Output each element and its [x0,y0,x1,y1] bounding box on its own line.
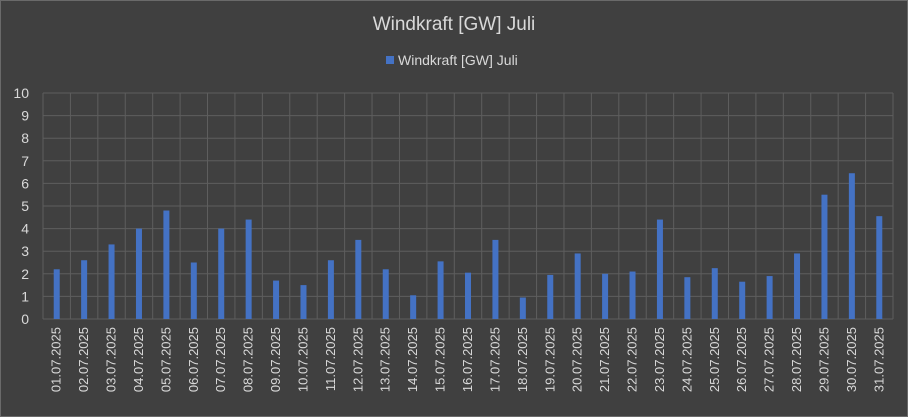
x-tick-label: 12.07.2025 [350,327,365,392]
y-tick-label: 7 [21,153,29,169]
bar-29.07.2025 [821,194,828,319]
legend-swatch [386,56,394,64]
bar-06.07.2025 [190,262,197,319]
x-axis-ticks: 01.07.2025 02.07.2025 03.07.2025 04.07.2025… [49,327,887,392]
legend-label: Windkraft [GW] Juli [398,52,518,68]
bar-08.07.2025 [245,219,252,319]
bar-26.07.2025 [739,281,746,319]
y-tick-label: 1 [21,288,29,304]
x-tick-label: 08.07.2025 [241,327,256,392]
x-tick-label: 25.07.2025 [707,327,722,392]
x-tick-label: 31.07.2025 [871,327,886,392]
x-tick-label: 20.07.2025 [570,327,585,392]
legend: Windkraft [GW] Juli [386,52,518,68]
bar-15.07.2025 [437,261,444,319]
x-tick-label: 10.07.2025 [295,327,310,392]
bar-25.07.2025 [711,268,718,319]
bar-16.07.2025 [465,272,471,319]
x-tick-label: 22.07.2025 [625,327,640,392]
x-tick-label: 19.07.2025 [542,327,557,392]
y-axis-ticks: 0 1 2 3 4 5 6 7 8 9 10 [13,85,29,327]
bar-01.07.2025 [53,269,60,319]
x-tick-label: 07.07.2025 [213,327,228,392]
y-tick-label: 4 [21,221,29,237]
bar-28.07.2025 [794,253,801,319]
y-tick-label: 2 [21,266,29,282]
bar-19.07.2025 [547,274,554,319]
y-tick-label: 6 [21,175,29,191]
bar-05.07.2025 [163,210,170,319]
gridlines [42,92,894,320]
bar-27.07.2025 [766,276,773,319]
y-tick-label: 3 [21,243,29,259]
x-tick-label: 06.07.2025 [186,327,201,392]
bar-20.07.2025 [574,253,581,319]
x-tick-label: 02.07.2025 [76,327,91,392]
bar-30.07.2025 [848,173,855,319]
x-tick-label: 21.07.2025 [597,327,612,392]
bar-24.07.2025 [684,277,691,319]
bar-07.07.2025 [218,228,225,319]
y-tick-label: 9 [21,108,29,124]
x-tick-label: 09.07.2025 [268,327,283,392]
bar-02.07.2025 [81,260,88,319]
chart-title: Windkraft [GW] Juli [373,14,536,35]
bar-21.07.2025 [602,273,609,319]
y-tick-label: 0 [21,311,29,327]
y-tick-label: 5 [21,198,29,214]
x-tick-label: 11.07.2025 [323,327,338,391]
x-tick-label: 24.07.2025 [679,327,694,392]
bar-17.07.2025 [492,239,499,319]
x-tick-label: 15.07.2025 [433,327,448,392]
x-tick-label: 17.07.2025 [487,327,502,392]
bar-22.07.2025 [629,271,636,319]
bar-04.07.2025 [135,228,142,319]
y-tick-label: 10 [13,85,29,101]
bar-03.07.2025 [108,244,115,319]
bar-11.07.2025 [327,260,334,319]
x-tick-label: 13.07.2025 [378,327,393,392]
x-tick-label: 16.07.2025 [460,327,475,392]
x-tick-label: 05.07.2025 [158,327,173,392]
x-tick-label: 18.07.2025 [515,327,530,392]
x-tick-label: 14.07.2025 [405,327,420,392]
x-tick-label: 28.07.2025 [789,327,804,392]
x-tick-label: 03.07.2025 [104,327,119,392]
bar-13.07.2025 [382,269,389,319]
bar-12.07.2025 [355,239,362,319]
x-tick-label: 04.07.2025 [131,327,146,392]
bar-10.07.2025 [300,285,307,319]
bar-18.07.2025 [519,297,526,319]
x-tick-label: 27.07.2025 [762,327,777,392]
bar-31.07.2025 [876,216,883,319]
bar-23.07.2025 [656,219,663,319]
x-tick-label: 29.07.2025 [816,327,831,392]
x-tick-label: 23.07.2025 [652,327,667,392]
bars [53,173,883,319]
x-tick-label: 26.07.2025 [734,327,749,392]
bar-09.07.2025 [273,280,280,319]
x-tick-label: 01.07.2025 [49,327,64,392]
bar-14.07.2025 [410,295,417,319]
x-tick-label: 30.07.2025 [844,327,859,392]
y-tick-label: 8 [21,130,29,146]
